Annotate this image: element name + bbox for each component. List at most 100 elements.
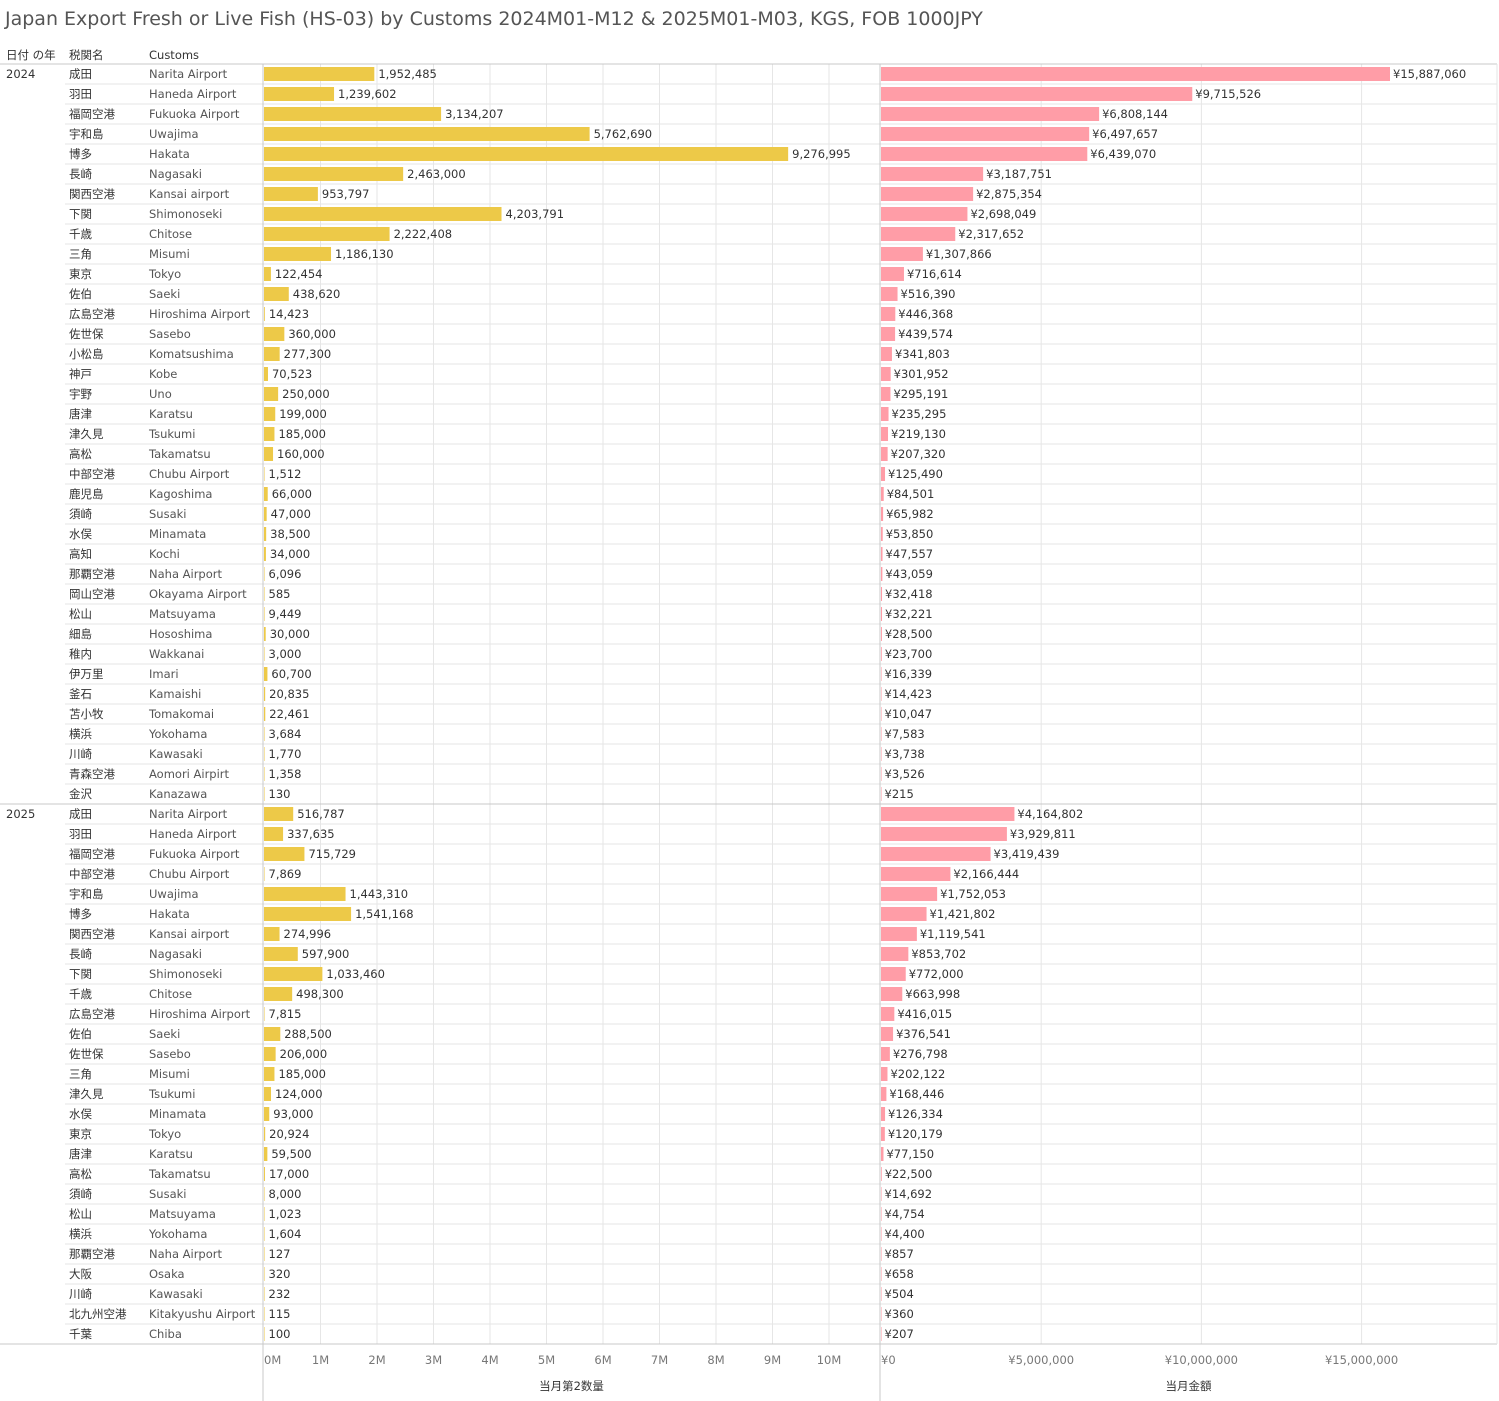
value-bar — [881, 747, 882, 761]
value-bar — [881, 87, 1193, 101]
office-label: 下関 — [69, 967, 92, 981]
quantity-tick-label: 7M — [651, 1353, 668, 1367]
quantity-bar — [264, 827, 284, 841]
customs-label: Tokyo — [148, 1127, 181, 1141]
quantity-label: 2,222,408 — [394, 227, 453, 241]
value-tick-label: ¥10,000,000 — [1165, 1353, 1238, 1367]
value-label: ¥2,875,354 — [976, 187, 1042, 201]
quantity-tick-label: 6M — [594, 1353, 611, 1367]
value-label: ¥125,490 — [888, 467, 943, 481]
quantity-label: 1,239,602 — [338, 87, 397, 101]
office-label: 関西空港 — [69, 187, 115, 201]
quantity-label: 597,900 — [302, 947, 350, 961]
quantity-bar — [264, 1307, 265, 1321]
value-label: ¥3,187,751 — [986, 167, 1052, 181]
office-label: 佐伯 — [69, 1027, 92, 1041]
quantity-bar — [264, 447, 274, 461]
value-bar — [881, 1307, 882, 1321]
quantity-tick-label: 1M — [312, 1353, 329, 1367]
value-bar — [881, 607, 883, 621]
value-label: ¥1,421,802 — [930, 907, 996, 921]
office-label: 松山 — [69, 1207, 92, 1221]
quantity-bar — [264, 767, 265, 781]
quantity-label: 206,000 — [280, 1047, 328, 1061]
quantity-tick-label: 8M — [707, 1353, 724, 1367]
quantity-bar — [264, 627, 266, 641]
year-label: 2025 — [6, 807, 35, 821]
customs-label: Susaki — [149, 507, 186, 521]
quantity-tick-label: 4M — [481, 1353, 498, 1367]
value-bar — [881, 1187, 882, 1201]
quantity-bar — [264, 667, 268, 681]
value-label: ¥853,702 — [911, 947, 966, 961]
office-label: 三角 — [69, 247, 92, 261]
quantity-bar — [264, 1027, 281, 1041]
quantity-label: 9,449 — [269, 607, 302, 621]
customs-label: Kansai airport — [149, 187, 230, 201]
value-label: ¥1,752,053 — [940, 887, 1006, 901]
quantity-label: 715,729 — [308, 847, 356, 861]
office-label: 唐津 — [69, 1147, 92, 1161]
value-bar — [881, 767, 882, 781]
customs-label: Tomakomai — [148, 707, 214, 721]
value-label: ¥15,887,060 — [1393, 67, 1466, 81]
quantity-label: 160,000 — [277, 447, 325, 461]
customs-label: Haneda Airport — [149, 87, 237, 101]
quantity-label: 100 — [269, 1327, 291, 1341]
customs-label: Uwajima — [149, 127, 199, 141]
quantity-bar — [264, 407, 276, 421]
customs-label: Naha Airport — [149, 1247, 222, 1261]
customs-label: Nagasaki — [149, 947, 202, 961]
value-bar — [881, 527, 883, 541]
customs-label: Tokyo — [148, 267, 181, 281]
value-label: ¥772,000 — [909, 967, 964, 981]
customs-label: Chubu Airport — [149, 867, 230, 881]
quantity-bar — [264, 387, 279, 401]
value-bar — [881, 1327, 882, 1341]
value-label: ¥341,803 — [895, 347, 950, 361]
quantity-label: 20,924 — [269, 1127, 309, 1141]
quantity-bar — [264, 307, 265, 321]
header-office: 税関名 — [69, 48, 104, 62]
value-label: ¥2,166,444 — [953, 867, 1019, 881]
quantity-label: 122,454 — [275, 267, 323, 281]
customs-label: Takamatsu — [148, 447, 211, 461]
quantity-bar — [264, 187, 318, 201]
value-label: ¥6,808,144 — [1102, 107, 1168, 121]
value-bar — [881, 647, 882, 661]
value-bar — [881, 727, 882, 741]
quantity-bar — [264, 747, 265, 761]
value-bar — [881, 487, 884, 501]
office-label: 松山 — [69, 607, 92, 621]
customs-label: Kamaishi — [149, 687, 201, 701]
value-label: ¥65,982 — [886, 507, 934, 521]
customs-label: Hakata — [149, 147, 190, 161]
quantity-label: 288,500 — [284, 1027, 332, 1041]
office-label: 羽田 — [69, 87, 92, 101]
quantity-label: 3,134,207 — [445, 107, 504, 121]
value-label: ¥32,221 — [885, 607, 933, 621]
quantity-bar — [264, 207, 502, 221]
quantity-bar — [264, 687, 266, 701]
office-label: 佐世保 — [69, 1047, 104, 1061]
customs-label: Karatsu — [149, 1147, 193, 1161]
quantity-label: 185,000 — [278, 1067, 326, 1081]
office-label: 佐世保 — [69, 327, 104, 341]
office-label: 伊万里 — [69, 667, 104, 681]
office-label: 広島空港 — [69, 1007, 115, 1021]
quantity-bar — [264, 527, 267, 541]
office-label: 千歳 — [69, 987, 92, 1001]
quantity-bar — [264, 907, 352, 921]
office-label: 小松島 — [69, 347, 104, 361]
value-label: ¥22,500 — [885, 1167, 933, 1181]
value-label: ¥716,614 — [907, 267, 962, 281]
value-bar — [881, 1227, 882, 1241]
customs-label: Misumi — [149, 1067, 190, 1081]
customs-label: Minamata — [149, 527, 206, 541]
quantity-tick-label: 9M — [764, 1353, 781, 1367]
customs-label: Hososhima — [149, 627, 212, 641]
value-bar — [881, 247, 923, 261]
quantity-bar — [264, 1227, 265, 1241]
quantity-bar — [264, 107, 442, 121]
quantity-bar — [264, 1067, 275, 1081]
